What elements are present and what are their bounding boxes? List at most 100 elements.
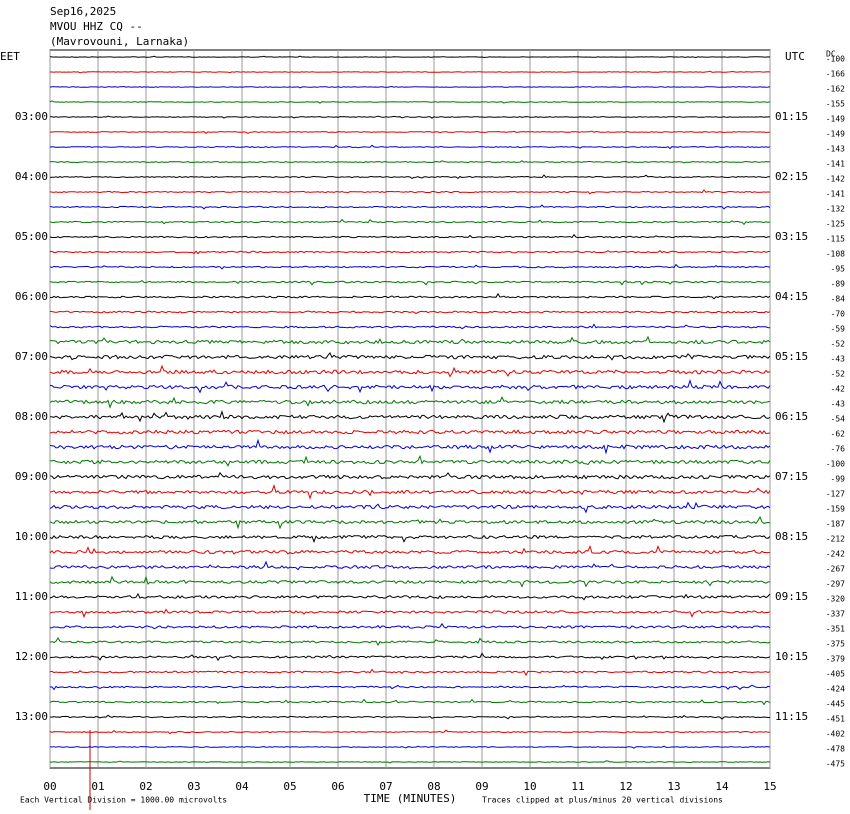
dc-value: -100 — [826, 460, 845, 469]
trace — [49, 55, 771, 59]
trace — [49, 575, 771, 588]
dc-value: -52 — [831, 340, 846, 349]
dc-value: -99 — [831, 475, 846, 484]
trace — [49, 454, 771, 467]
trace — [49, 515, 771, 530]
trace — [49, 698, 771, 706]
dc-value: -42 — [831, 385, 846, 394]
dc-value: -475 — [826, 760, 845, 769]
trace — [49, 745, 771, 749]
dc-value: -379 — [826, 655, 845, 664]
left-time-label: 07:00 — [15, 350, 48, 363]
trace — [49, 85, 771, 89]
dc-value: -162 — [826, 85, 845, 94]
dc-value: -159 — [826, 505, 845, 514]
trace — [49, 534, 771, 544]
trace — [49, 189, 771, 195]
trace — [49, 233, 771, 239]
trace — [49, 592, 771, 601]
trace — [49, 668, 771, 677]
left-time-label: 03:00 — [15, 110, 48, 123]
x-tick-label: 08 — [427, 780, 440, 793]
dc-value: -478 — [826, 745, 845, 754]
plot-frame — [49, 49, 771, 769]
trace — [49, 622, 771, 630]
trace — [49, 263, 771, 270]
dc-value: -242 — [826, 550, 845, 559]
trace — [49, 378, 771, 394]
trace — [49, 292, 771, 300]
trace — [49, 279, 771, 286]
dc-value: -451 — [826, 715, 845, 724]
dc-value: -43 — [831, 400, 846, 409]
dc-value: -141 — [826, 190, 845, 199]
x-tick-label: 05 — [283, 780, 296, 793]
trace — [49, 484, 771, 500]
trace — [49, 438, 771, 455]
dc-value: -424 — [826, 685, 845, 694]
x-tick-label: 12 — [619, 780, 632, 793]
dc-value: -115 — [826, 235, 845, 244]
x-tick-label: 00 — [43, 780, 56, 793]
x-tick-label: 10 — [523, 780, 536, 793]
x-tick-label: 01 — [91, 780, 104, 793]
left-axis-title: EET — [0, 50, 20, 63]
trace — [49, 218, 771, 226]
dc-value: -62 — [831, 430, 846, 439]
dc-value: -351 — [826, 625, 845, 634]
dc-value: -337 — [826, 610, 845, 619]
right-time-label: 04:15 — [775, 290, 808, 303]
trace — [49, 250, 771, 255]
dc-value: -212 — [826, 535, 845, 544]
trace — [49, 501, 771, 514]
right-axis-title: UTC — [785, 50, 805, 63]
left-time-label: 04:00 — [15, 170, 48, 183]
dc-value: -155 — [826, 100, 845, 109]
dc-value: -143 — [826, 145, 845, 154]
dc-value: -95 — [831, 265, 846, 274]
dc-value: -141 — [826, 160, 845, 169]
x-tick-label: 03 — [187, 780, 200, 793]
right-time-label: 03:15 — [775, 230, 808, 243]
dc-value: -84 — [831, 295, 846, 304]
trace — [49, 637, 771, 647]
trace — [49, 410, 771, 424]
dc-value: -52 — [831, 370, 846, 379]
trace — [49, 429, 771, 435]
dc-value: -142 — [826, 175, 845, 184]
trace — [49, 471, 771, 480]
x-tick-label: 15 — [763, 780, 776, 793]
dc-value: -405 — [826, 670, 845, 679]
x-axis-title: TIME (MINUTES) — [364, 792, 457, 805]
trace — [49, 608, 771, 619]
x-tick-label: 11 — [571, 780, 584, 793]
scale-note: Each Vertical Division = 1000.00 microvo… — [20, 796, 227, 805]
left-time-label: 11:00 — [15, 590, 48, 603]
trace — [49, 560, 771, 571]
trace — [50, 760, 771, 764]
trace — [49, 684, 771, 691]
x-tick-label: 07 — [379, 780, 392, 793]
dc-value: -59 — [831, 325, 846, 334]
dc-value: -100 — [826, 55, 845, 64]
trace — [49, 652, 771, 662]
right-time-label: 07:15 — [775, 470, 808, 483]
left-time-label: 08:00 — [15, 410, 48, 423]
right-time-label: 01:15 — [775, 110, 808, 123]
x-tick-label: 09 — [475, 780, 488, 793]
x-tick-label: 14 — [715, 780, 729, 793]
dc-value: -89 — [831, 280, 846, 289]
dc-value: -187 — [826, 520, 845, 529]
right-time-label: 05:15 — [775, 350, 808, 363]
station: MVOU HHZ CQ -- — [50, 20, 143, 33]
right-time-label: 10:15 — [775, 650, 808, 663]
dc-title: DC — [826, 50, 836, 59]
x-tick-label: 13 — [667, 780, 680, 793]
dc-value: -267 — [826, 565, 845, 574]
trace — [49, 729, 771, 735]
dc-value: -149 — [826, 130, 845, 139]
dc-value: -320 — [826, 595, 845, 604]
right-time-label: 08:15 — [775, 530, 808, 543]
dc-value: -125 — [826, 220, 845, 229]
